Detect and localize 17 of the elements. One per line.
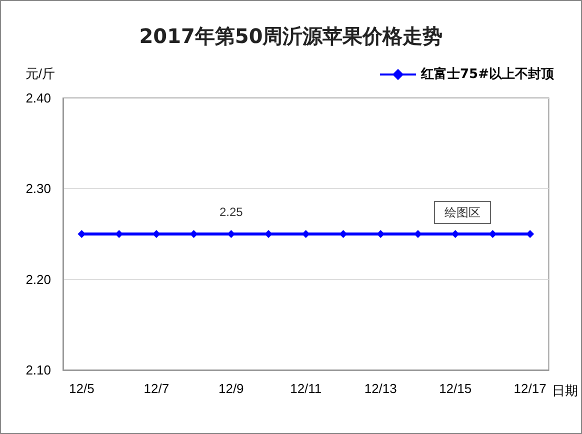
annotation: 绘图区 <box>444 206 480 220</box>
x-tick-label: 12/17 <box>514 381 546 396</box>
x-tick-label: 12/13 <box>364 381 397 396</box>
y-tick-label: 2.40 <box>26 90 51 106</box>
y-tick-label: 2.10 <box>26 362 51 378</box>
legend-label: 红富士75#以上不封顶 <box>420 66 555 82</box>
data-label: 2.25 <box>219 205 244 219</box>
y-tick-label: 2.20 <box>26 272 51 287</box>
x-tick-label: 12/15 <box>439 381 472 396</box>
x-axis-title: 日期 <box>552 383 578 398</box>
y-axis-title: 元/斤 <box>25 66 55 81</box>
x-tick-label: 12/5 <box>69 381 94 396</box>
x-tick-label: 12/11 <box>290 381 322 396</box>
x-tick-label: 12/7 <box>144 381 170 396</box>
y-tick-label: 2.30 <box>26 181 51 196</box>
x-tick-label: 12/9 <box>218 381 244 396</box>
chart-title: 2017年第50周沂源苹果价格走势 <box>139 24 443 48</box>
